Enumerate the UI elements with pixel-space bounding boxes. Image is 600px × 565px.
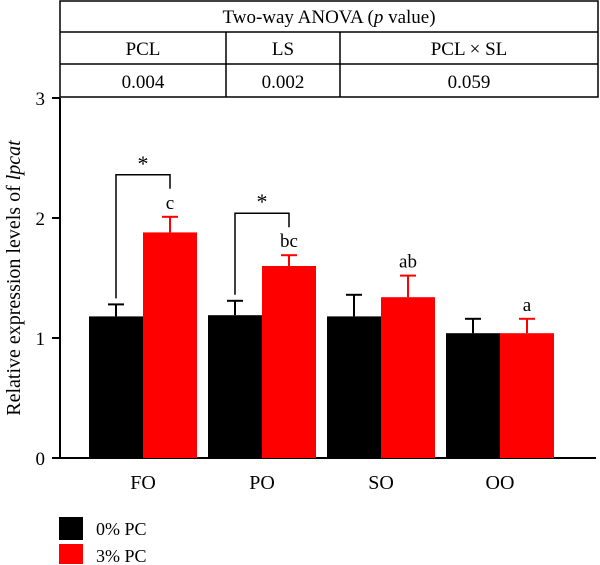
- y-tick-label-0: 0: [36, 449, 46, 470]
- bar-po-3pc: [262, 266, 316, 458]
- bar-so-0pc: [327, 316, 381, 458]
- significance-letter-oo: a: [523, 295, 532, 316]
- comparison-star-po: *: [257, 189, 268, 214]
- y-tick-label-3: 3: [36, 89, 46, 110]
- x-tick-label-po: PO: [249, 472, 275, 494]
- bar-oo-3pc: [500, 333, 554, 458]
- legend-swatch-0: [59, 517, 83, 540]
- legend: 0% PC 3% PC: [59, 517, 147, 565]
- significance-letter-so: ab: [399, 252, 417, 273]
- legend-label-0: 0% PC: [96, 519, 147, 539]
- anova-table: Two-way ANOVA (p value) PCL LS PCL × SL …: [59, 0, 599, 98]
- x-tick-label-oo: OO: [486, 472, 515, 494]
- anova-value-pcl: 0.004: [122, 72, 165, 93]
- significance-letter-fo: c: [166, 193, 174, 214]
- comparison-bracket-fo: [115, 174, 171, 299]
- anova-value-interaction: 0.059: [448, 72, 491, 93]
- y-tick-label-2: 2: [36, 209, 46, 230]
- bar-so-3pc: [381, 297, 435, 458]
- anova-table-border: [59, 0, 599, 98]
- bar-fo-0pc: [89, 316, 143, 458]
- x-tick-label-fo: FO: [130, 472, 156, 494]
- bars: [89, 215, 554, 458]
- legend-label-1: 3% PC: [96, 546, 147, 565]
- bar-fo-3pc: [143, 232, 197, 458]
- comparison-bracket-po: [234, 212, 290, 295]
- x-tick-labels: FO PO SO OO: [130, 472, 514, 494]
- x-tick-label-so: SO: [368, 472, 394, 494]
- bar-oo-0pc: [446, 333, 500, 458]
- annotations: c bc ab a * *: [115, 151, 532, 316]
- anova-title: Two-way ANOVA (p value): [222, 7, 435, 28]
- anova-header-interaction: PCL × SL: [431, 39, 508, 60]
- anova-header-ls: LS: [272, 39, 294, 60]
- bar-po-0pc: [208, 315, 262, 458]
- y-ticks: 0 1 2 3: [36, 89, 60, 470]
- y-tick-label-1: 1: [36, 329, 46, 350]
- legend-swatch-1: [59, 544, 83, 564]
- anova-value-ls: 0.002: [262, 72, 305, 93]
- comparison-star-fo: *: [138, 151, 149, 176]
- anova-header-pcl: PCL: [126, 39, 161, 60]
- y-axis-label: Relative expression levels of lpcat: [3, 140, 25, 416]
- significance-letter-po: bc: [280, 231, 298, 252]
